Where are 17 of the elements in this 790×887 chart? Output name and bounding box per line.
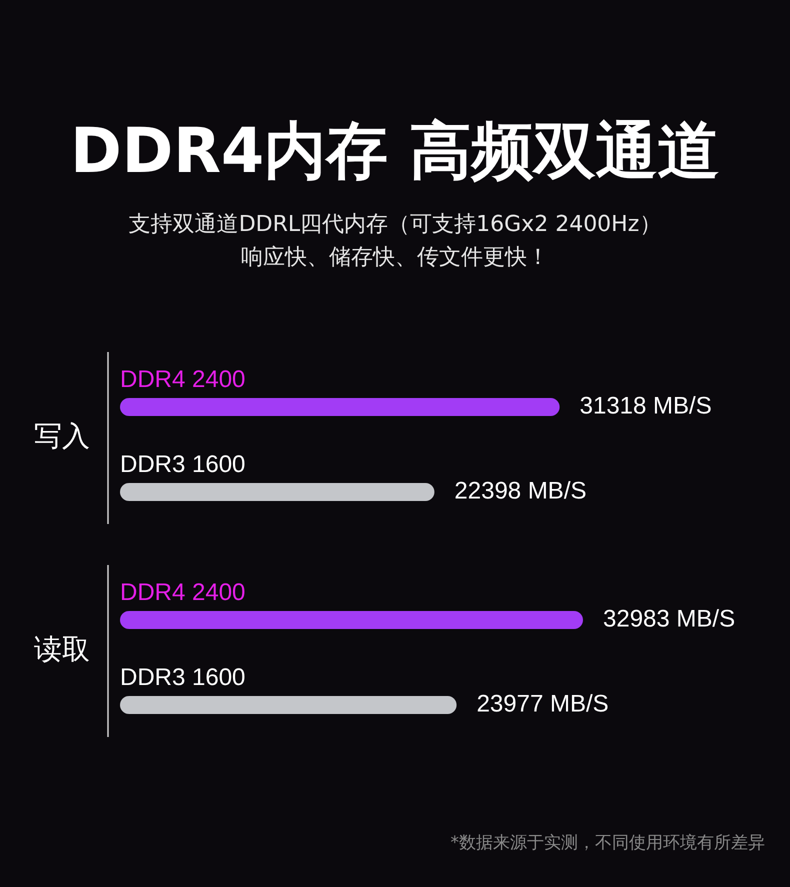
bar xyxy=(120,611,583,629)
chart-title: DDR4内存 高频双通道 xyxy=(70,114,720,187)
bar xyxy=(120,696,457,714)
series-label: DDR3 1600 xyxy=(120,451,246,478)
data-label: 23977 MB/S xyxy=(476,690,609,718)
text: DDR3 1600 xyxy=(120,664,246,691)
data-label: 32983 MB/S xyxy=(603,605,736,632)
text: *数据来源于实测，不同使用环境有所差异 xyxy=(450,833,765,853)
bar xyxy=(120,483,434,501)
data-label: 31318 MB/S xyxy=(580,392,712,420)
bar xyxy=(120,398,560,416)
y-tick-label: 写入 xyxy=(34,420,90,453)
text: DDR4 2400 xyxy=(120,579,246,606)
series-label: DDR4 2400 xyxy=(120,366,246,393)
data-label: 22398 MB/S xyxy=(454,477,587,504)
chart-subtitle: 支持双通道DDRL四代内存（可支持16Gx2 2400Hz）响应快、储存快、传文件更快！ xyxy=(128,211,662,272)
y-tick-label: 读取 xyxy=(34,632,90,666)
